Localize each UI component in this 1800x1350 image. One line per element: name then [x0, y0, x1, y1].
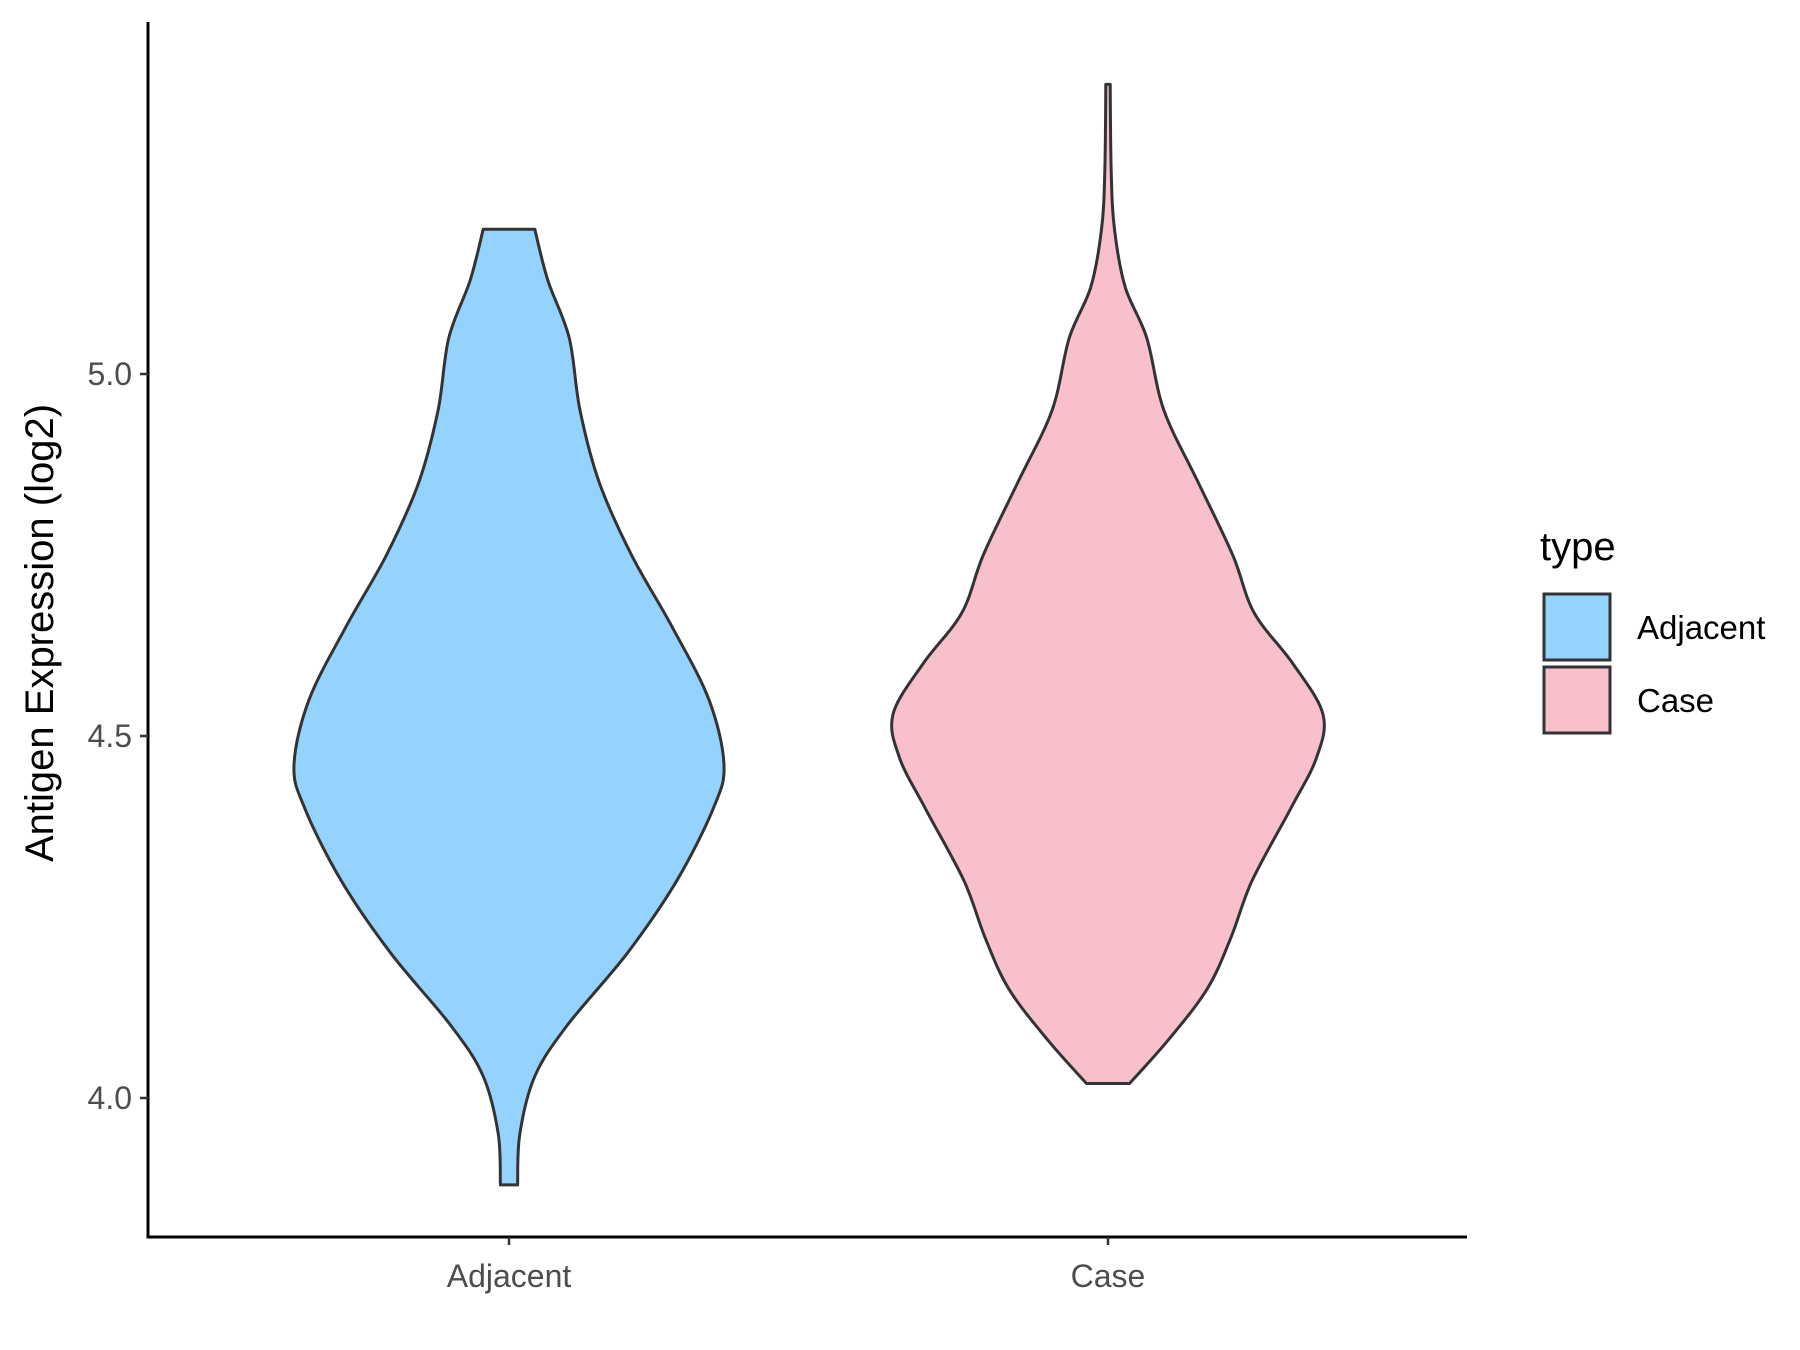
- legend-items: Adjacent Case: [1542, 592, 1765, 735]
- legend-swatch-adjacent: [1542, 592, 1612, 662]
- x-ticks: Adjacent Case: [447, 1237, 1146, 1294]
- y-axis-title: Antigen Expression (log2): [18, 404, 62, 862]
- x-tick-label: Case: [1071, 1258, 1146, 1294]
- violin-case: [890, 82, 1326, 1085]
- y-tick-label: 4.5: [88, 718, 132, 754]
- legend-label-case: Case: [1637, 682, 1714, 719]
- legend-label-adjacent: Adjacent: [1637, 609, 1765, 646]
- y-tick-label: 4.0: [88, 1080, 132, 1116]
- legend: type Adjacent Case: [1540, 525, 1765, 735]
- violins-layer: [292, 82, 1326, 1187]
- y-tick-label: 5.0: [88, 356, 132, 392]
- x-tick-label: Adjacent: [447, 1258, 572, 1294]
- legend-swatch-case: [1542, 665, 1612, 735]
- legend-title: type: [1540, 525, 1616, 569]
- violin-adjacent: [292, 227, 726, 1187]
- y-ticks: 4.0 4.5 5.0: [88, 356, 148, 1116]
